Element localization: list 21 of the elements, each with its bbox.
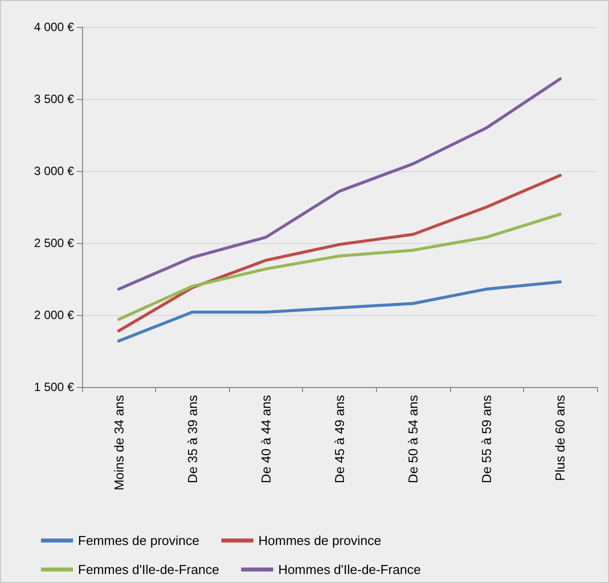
- line-series: [117, 174, 562, 332]
- x-tick-label: De 35 à 39 ans: [184, 394, 200, 484]
- x-tick-label: De 50 à 54 ans: [406, 394, 421, 484]
- x-tick-label: Moins de 34 ans: [111, 394, 126, 490]
- legend-label: Femmes d'Ile-de-France: [78, 562, 220, 577]
- x-tick-label: De 40 à 44 ans: [258, 394, 274, 484]
- x-tick-label: De 45 à 49 ans: [332, 394, 347, 484]
- x-tick-label: De 55 à 59 ans: [479, 394, 494, 484]
- y-tick-label: 1 500 €: [34, 380, 74, 394]
- line-series: [117, 212, 562, 321]
- line-series: [117, 77, 562, 291]
- legend-label: Hommes d'Ile-de-France: [278, 562, 421, 577]
- y-tick-label: 2 500 €: [34, 236, 74, 250]
- line-series: [117, 280, 562, 342]
- x-tick-label: Plus de 60 ans: [552, 394, 568, 482]
- y-tick-label: 4 000 €: [34, 20, 74, 34]
- y-tick-label: 2 000 €: [34, 308, 74, 322]
- legend-label: Hommes de province: [258, 533, 382, 548]
- y-tick-label: 3 000 €: [34, 164, 74, 178]
- legend-label: Femmes de province: [78, 533, 200, 548]
- y-tick-label: 3 500 €: [34, 92, 74, 106]
